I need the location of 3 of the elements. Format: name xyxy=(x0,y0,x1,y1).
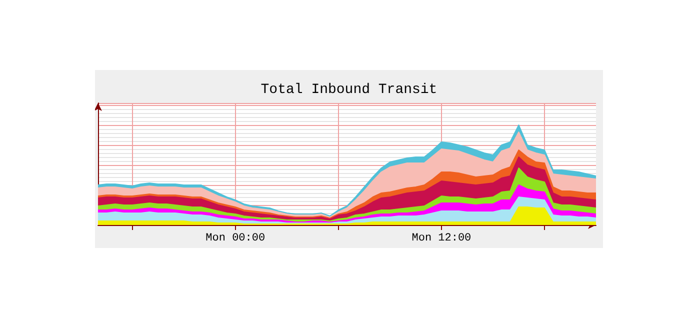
chart-title: Total Inbound Transit xyxy=(260,82,438,98)
x-tick-label: Mon 12:00 xyxy=(412,232,472,244)
x-tick-label: Mon 00:00 xyxy=(206,232,266,244)
